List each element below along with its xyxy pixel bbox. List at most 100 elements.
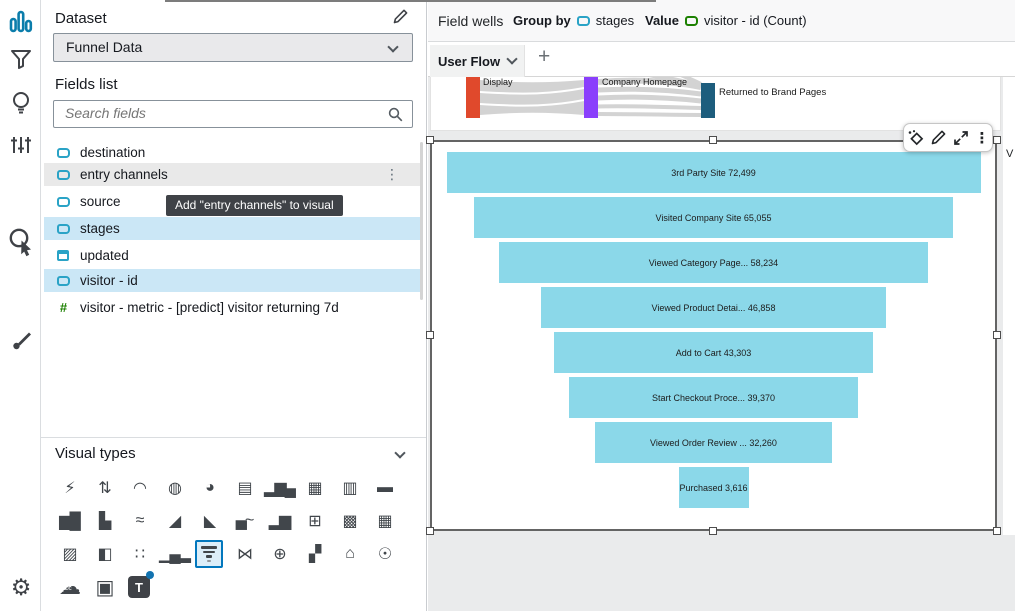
visual-type-line-chart-icon[interactable]: ≈ [135,512,145,529]
fields-scrollbar[interactable] [420,142,423,300]
field-item-entry-channels[interactable]: entry channels ⋮ [44,163,421,186]
group-by-field-well[interactable]: Group by stages [513,13,634,28]
funnel-bar[interactable]: Add to Cart 43,303 [554,332,873,373]
visual-type-kpi-icon[interactable]: ⇅ [98,480,111,497]
visual-type-waterfall-icon[interactable]: ▙ [98,513,111,530]
dataset-section-title: Dataset [55,10,107,27]
visual-type-donut-icon[interactable]: ◍ [168,480,182,497]
visualize-bar-chart-icon[interactable] [8,8,34,34]
visual-types-title: Visual types [55,445,136,462]
selection-handle[interactable] [993,527,1001,535]
visual-type-table-icon[interactable]: ▦ [377,513,392,530]
themes-brush-icon[interactable] [8,327,34,353]
funnel-bar[interactable]: 3rd Party Site 72,499 [446,152,981,193]
insights-lightbulb-icon[interactable] [8,90,34,116]
visual-type-auto-graph-icon[interactable]: ⚡ [64,480,75,497]
visual-type-filled-map-icon[interactable]: ▞ [308,546,321,563]
sankey-node-returned-brand-pages [701,83,715,118]
visual-type-radar-icon[interactable]: ⌂ [345,545,355,562]
visual-type-image-icon[interactable]: ▣ [95,576,115,599]
selection-handle[interactable] [709,527,717,535]
visual-type-vertical-stacked-column-icon[interactable]: ▆█ [59,513,81,530]
visual-type-scatter-plot-icon[interactable]: ∷ [134,546,145,563]
edit-pencil-icon[interactable] [930,129,947,146]
visual-type-stacked-combo-icon[interactable]: ▂▆ [268,513,292,530]
neighbor-visual-partial[interactable]: V [1003,77,1015,535]
visual-type-vertical-bar-icon[interactable]: ▂▆▄ [264,480,296,497]
sankey-node-label: Display [483,77,513,87]
dimension-icon [57,169,70,180]
field-item-visitor-id[interactable]: visitor - id [44,269,421,292]
sheet-tabs-bar: User Flow + [428,42,1015,77]
selection-handle[interactable] [993,136,1001,144]
funnel-bar[interactable]: Start Checkout Proce... 39,370 [568,377,859,418]
field-item-source[interactable]: source [44,190,421,213]
field-item-updated[interactable]: updated [44,244,421,267]
filter-funnel-icon[interactable] [8,46,34,72]
measure-icon [684,15,698,26]
selection-handle[interactable] [993,331,1001,339]
dataset-panel: Dataset Funnel Data Fields list destinat… [41,0,427,611]
funnel-bar[interactable]: Viewed Product Detai... 46,858 [540,287,887,328]
search-input[interactable] [54,101,384,125]
dimension-icon [57,275,70,286]
field-item-visitor-metric[interactable]: # visitor - metric - [predict] visitor r… [44,296,421,319]
fields-search[interactable] [53,100,413,128]
visual-type-insights-icon[interactable]: ☉ [377,546,392,563]
dimension-icon [57,223,70,234]
selection-handle[interactable] [709,136,717,144]
visual-type-tree-map-icon[interactable]: ◧ [97,546,112,563]
funnel-bar[interactable]: Viewed Order Review ... 32,260 [594,422,833,463]
add-sheet-button[interactable]: + [538,45,551,68]
sankey-node-label: Company Homepage [602,77,687,87]
window-top-strip [165,0,656,2]
edit-dataset-pencil-icon[interactable] [392,8,409,30]
chevron-down-icon [387,41,399,53]
visual-type-sankey-icon[interactable]: ⋈ [237,546,253,563]
visual-type-points-on-map-icon[interactable]: ⊕ [273,546,286,563]
selection-handle[interactable] [426,527,434,535]
sankey-node-company-homepage [584,77,598,118]
visual-type-area-line-icon[interactable]: ◢ [168,513,181,530]
selection-handle[interactable] [426,331,434,339]
field-options-kebab-icon[interactable]: ⋮ [385,166,399,182]
value-value: visitor - id (Count) [703,13,807,28]
sheet-tab-user-flow[interactable]: User Flow [430,45,525,77]
visual-type-pivot-table-icon[interactable]: ▩ [342,513,357,530]
visual-type-area-chart-icon[interactable]: ◣ [203,513,216,530]
group-by-label: Group by [513,13,571,28]
visual-menu-kebab-icon[interactable]: ⋮ [974,129,990,147]
visual-type-combo-bar-line-icon[interactable]: ▄~ [235,512,255,529]
field-item-destination[interactable]: destination [44,141,421,164]
funnel-bar[interactable]: Visited Company Site 65,055 [473,197,954,238]
visual-type-heat-map-icon[interactable]: ▨ [62,546,77,563]
maximize-expand-icon[interactable] [952,129,970,147]
visual-type-box-plot-icon[interactable]: ⊞ [308,513,321,530]
settings-gear-icon[interactable]: ⚙ [10,573,32,600]
visual-type-vertical-stacked-bar-icon[interactable]: ▥ [342,480,357,497]
value-field-well[interactable]: Value visitor - id (Count) [645,13,807,28]
visual-type-gauge-icon[interactable]: ◠ [133,480,147,497]
visual-type-text-box-icon[interactable]: T [125,571,154,601]
dataset-dropdown[interactable]: Funnel Data [53,33,413,62]
sankey-visual-partial[interactable]: Display Company Homepage Returned to Bra… [430,77,1001,131]
sankey-chart: Display Company Homepage Returned to Bra… [466,77,826,118]
funnel-bar[interactable]: Viewed Category Page... 58,234 [499,242,928,283]
actions-click-cursor-icon[interactable] [8,226,34,258]
format-visual-icon[interactable] [907,129,925,147]
funnel-bar[interactable]: Purchased 3,616 [678,467,749,508]
parameters-sliders-icon[interactable] [8,132,34,158]
visual-type-horizontal-100-stacked-icon[interactable]: ▬ [377,479,393,496]
measure-hash-icon: # [59,300,68,315]
visual-type-horizontal-stacked-bar-icon[interactable]: ▦ [307,480,322,497]
visual-type-horizontal-bar-icon[interactable]: ▤ [237,480,252,497]
visual-type-histogram-icon[interactable]: ▁▄▂ [159,546,191,563]
visual-type-word-cloud-icon[interactable]: ☁ abc [59,574,81,599]
visual-type-pie-icon[interactable]: ◕ [205,479,215,496]
collapse-chevron-icon[interactable] [394,447,406,459]
visual-toolbar: ⋮ [903,123,993,152]
selection-handle[interactable] [426,136,434,144]
left-icon-rail: ⚙ [0,0,41,611]
visual-type-funnel-icon[interactable] [195,540,223,568]
field-item-stages[interactable]: stages [44,217,421,240]
